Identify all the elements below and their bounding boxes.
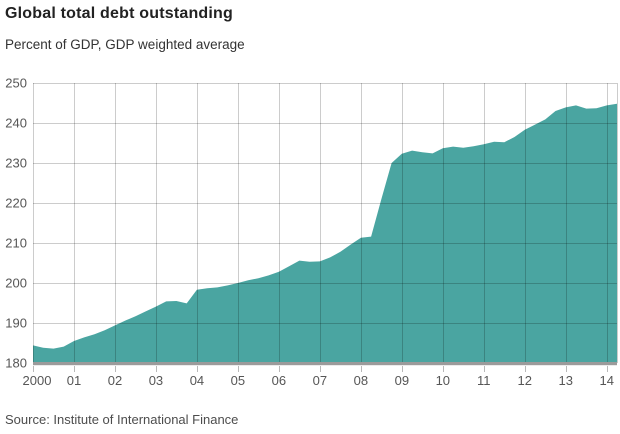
chart-subtitle: Percent of GDP, GDP weighted average (5, 37, 245, 52)
y-tick-label: 190 (5, 316, 27, 331)
x-axis-line (33, 362, 617, 366)
x-tick-label: 06 (272, 373, 286, 388)
x-tick-label: 01 (67, 373, 81, 388)
chart-title: Global total debt outstanding (5, 5, 234, 22)
y-tick-label: 240 (5, 116, 27, 131)
y-tick-label: 200 (5, 276, 27, 291)
x-tick-label: 12 (518, 373, 532, 388)
source-note: Source: Institute of International Finan… (5, 412, 239, 427)
x-tick-label: 03 (149, 373, 163, 388)
x-tick-label: 13 (559, 373, 573, 388)
x-tick-label: 02 (108, 373, 122, 388)
x-tick-label: 08 (354, 373, 368, 388)
x-tick-label: 04 (190, 373, 204, 388)
x-tick-label: 09 (395, 373, 409, 388)
x-tick-label: 14 (600, 373, 614, 388)
x-tick-label: 10 (436, 373, 450, 388)
y-tick-label: 180 (5, 356, 27, 371)
x-tick-label: 05 (231, 373, 245, 388)
x-tick-label: 2000 (23, 373, 52, 388)
y-tick-label: 250 (5, 76, 27, 91)
y-tick-label: 210 (5, 236, 27, 251)
y-tick-label: 220 (5, 196, 27, 211)
y-tick-label: 230 (5, 156, 27, 171)
x-tick-label: 11 (477, 373, 491, 388)
x-tick-label: 07 (313, 373, 327, 388)
area-series (33, 103, 617, 364)
